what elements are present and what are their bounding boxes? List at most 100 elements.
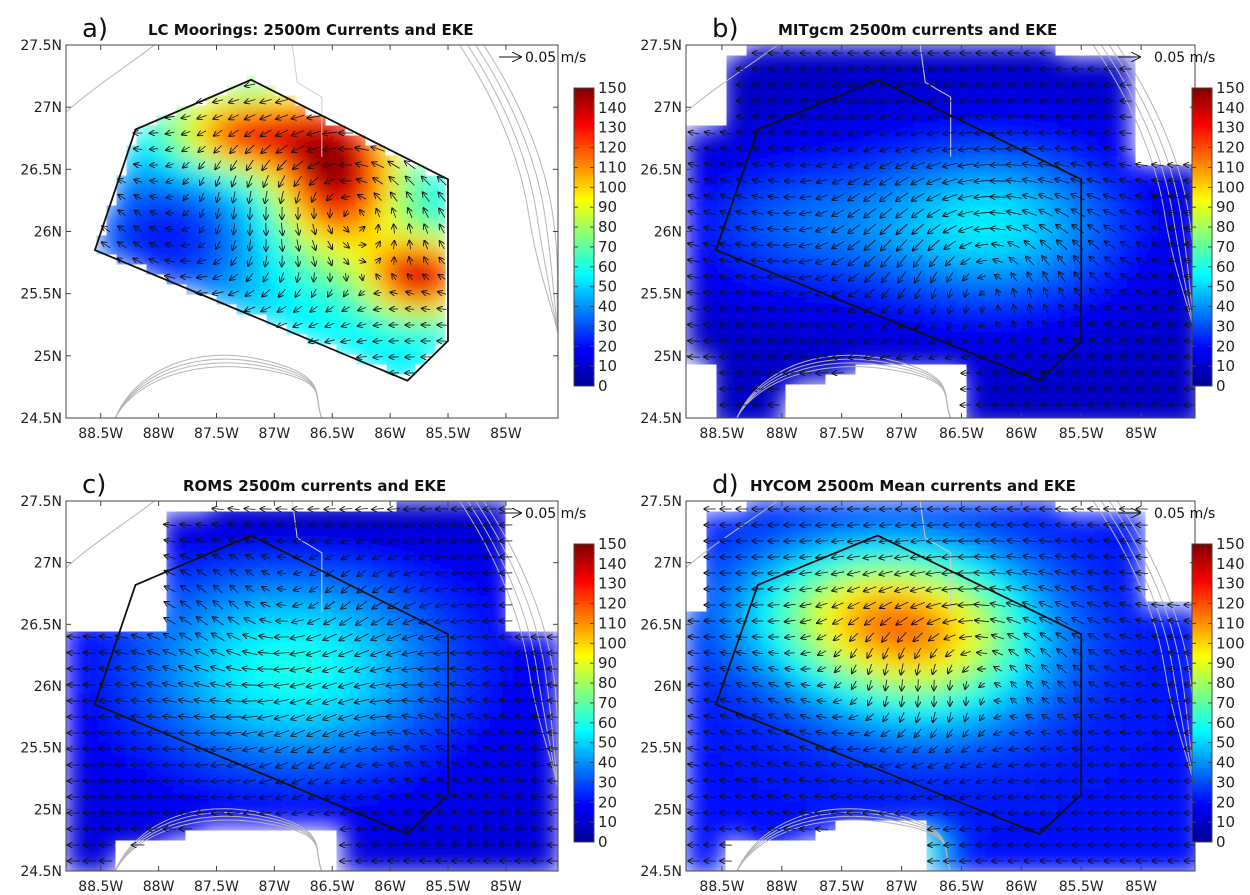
current-vector xyxy=(282,239,283,251)
current-vector xyxy=(688,227,700,230)
current-vector xyxy=(865,239,876,250)
current-vector xyxy=(928,224,941,234)
current-vector xyxy=(328,256,331,265)
current-vector xyxy=(704,292,717,294)
panel-d: 88.5W 88W 87.5W 87W 86.5W 86W 85.5W 85W 24.5N 25N… xyxy=(640,494,1244,895)
current-vector xyxy=(943,178,958,183)
lat-tick-label: 26N xyxy=(654,679,682,695)
current-vector xyxy=(1007,227,1022,232)
colorbar-tick-label: 140 xyxy=(1216,99,1245,117)
current-vector xyxy=(376,209,379,218)
current-vector xyxy=(1090,273,1099,282)
current-vector xyxy=(246,144,255,153)
current-vector xyxy=(1023,133,1037,134)
current-vector xyxy=(276,100,288,103)
current-vector xyxy=(928,208,941,217)
current-vector xyxy=(217,208,219,218)
colorbar-tick-label: 50 xyxy=(1216,734,1235,752)
current-vector xyxy=(960,101,973,102)
current-vector xyxy=(1104,164,1117,167)
current-vector xyxy=(928,85,940,86)
current-vector xyxy=(817,132,827,133)
current-vector xyxy=(753,164,764,167)
current-vector xyxy=(721,195,732,199)
current-vector xyxy=(1089,241,1100,250)
current-vector xyxy=(422,292,430,295)
lat-tick-label: 27.5N xyxy=(640,494,682,510)
current-vector xyxy=(181,277,192,278)
current-vector xyxy=(720,227,732,230)
current-vector xyxy=(833,148,844,151)
current-vector xyxy=(943,194,958,200)
current-vector xyxy=(229,100,240,103)
current-vector xyxy=(817,179,828,182)
current-vector xyxy=(276,129,289,136)
lat-tick-label: 27.5N xyxy=(640,38,682,54)
current-vector xyxy=(737,132,748,134)
current-vector xyxy=(769,148,779,150)
current-vector xyxy=(308,161,320,168)
current-vector xyxy=(897,100,908,101)
current-vector xyxy=(849,289,860,297)
current-vector xyxy=(1042,256,1051,267)
current-vector xyxy=(865,161,876,168)
current-vector xyxy=(324,163,337,166)
current-vector xyxy=(959,226,974,232)
colorbar-tick-label: 130 xyxy=(598,119,627,137)
colorbar-tick-label: 90 xyxy=(1216,654,1235,672)
current-vector xyxy=(927,147,941,151)
current-vector xyxy=(293,160,304,169)
current-vector xyxy=(959,195,974,198)
current-vector xyxy=(1104,226,1116,233)
lon-tick-label: 87.5W xyxy=(819,879,864,895)
current-vector xyxy=(737,179,748,182)
current-vector xyxy=(736,244,749,247)
current-vector xyxy=(358,308,366,311)
current-vector xyxy=(390,325,399,326)
current-vector xyxy=(1106,273,1115,282)
lon-tick-label: 86W xyxy=(1006,879,1038,895)
current-vector xyxy=(1023,148,1038,149)
current-vector xyxy=(261,306,271,312)
colorbar-tick-label: 140 xyxy=(598,99,627,117)
current-vector xyxy=(166,132,175,134)
colorbar-tick-label: 110 xyxy=(598,158,627,176)
current-vector xyxy=(183,210,190,215)
current-vector xyxy=(849,272,860,281)
current-vector xyxy=(704,211,716,215)
current-vector xyxy=(816,258,829,264)
current-vector xyxy=(864,177,876,185)
current-vector xyxy=(881,131,892,134)
colorbar-tick-label: 90 xyxy=(598,198,617,216)
colorbar-tick-label: 130 xyxy=(598,575,627,593)
current-vector xyxy=(376,274,380,279)
current-vector xyxy=(360,210,364,217)
panel-a: 88.5W 88W 87.5W 87W 86.5W 86W 85.5W 85W 24.5N 25N… xyxy=(20,38,626,442)
current-vector xyxy=(753,132,763,134)
current-vector xyxy=(325,178,336,184)
colorbar-tick-label: 0 xyxy=(598,833,608,851)
current-vector xyxy=(134,180,142,183)
lat-tick-label: 25.5N xyxy=(640,741,682,757)
current-vector xyxy=(183,161,190,167)
colorbar-tick-label: 90 xyxy=(1216,198,1235,216)
current-vector xyxy=(297,223,299,234)
current-vector xyxy=(1104,210,1117,217)
current-vector xyxy=(1039,148,1053,150)
current-vector xyxy=(752,293,765,294)
current-vector xyxy=(197,115,207,118)
current-vector xyxy=(279,288,286,297)
colorbar-tick-label: 30 xyxy=(598,317,617,335)
scale-label-b: 0.05 m/s xyxy=(1154,50,1215,66)
colorbar-tick-label: 120 xyxy=(1216,595,1245,613)
current-vector xyxy=(1055,210,1069,217)
lat-tick-label: 27N xyxy=(34,556,62,572)
colorbar-tick-label: 110 xyxy=(1216,158,1245,176)
current-vector xyxy=(864,208,877,217)
current-vector xyxy=(720,260,733,263)
current-vector xyxy=(408,274,413,281)
lon-tick-label: 86.5W xyxy=(939,426,984,442)
current-vector xyxy=(784,293,797,294)
current-vector xyxy=(753,116,764,117)
current-vector xyxy=(881,255,892,266)
